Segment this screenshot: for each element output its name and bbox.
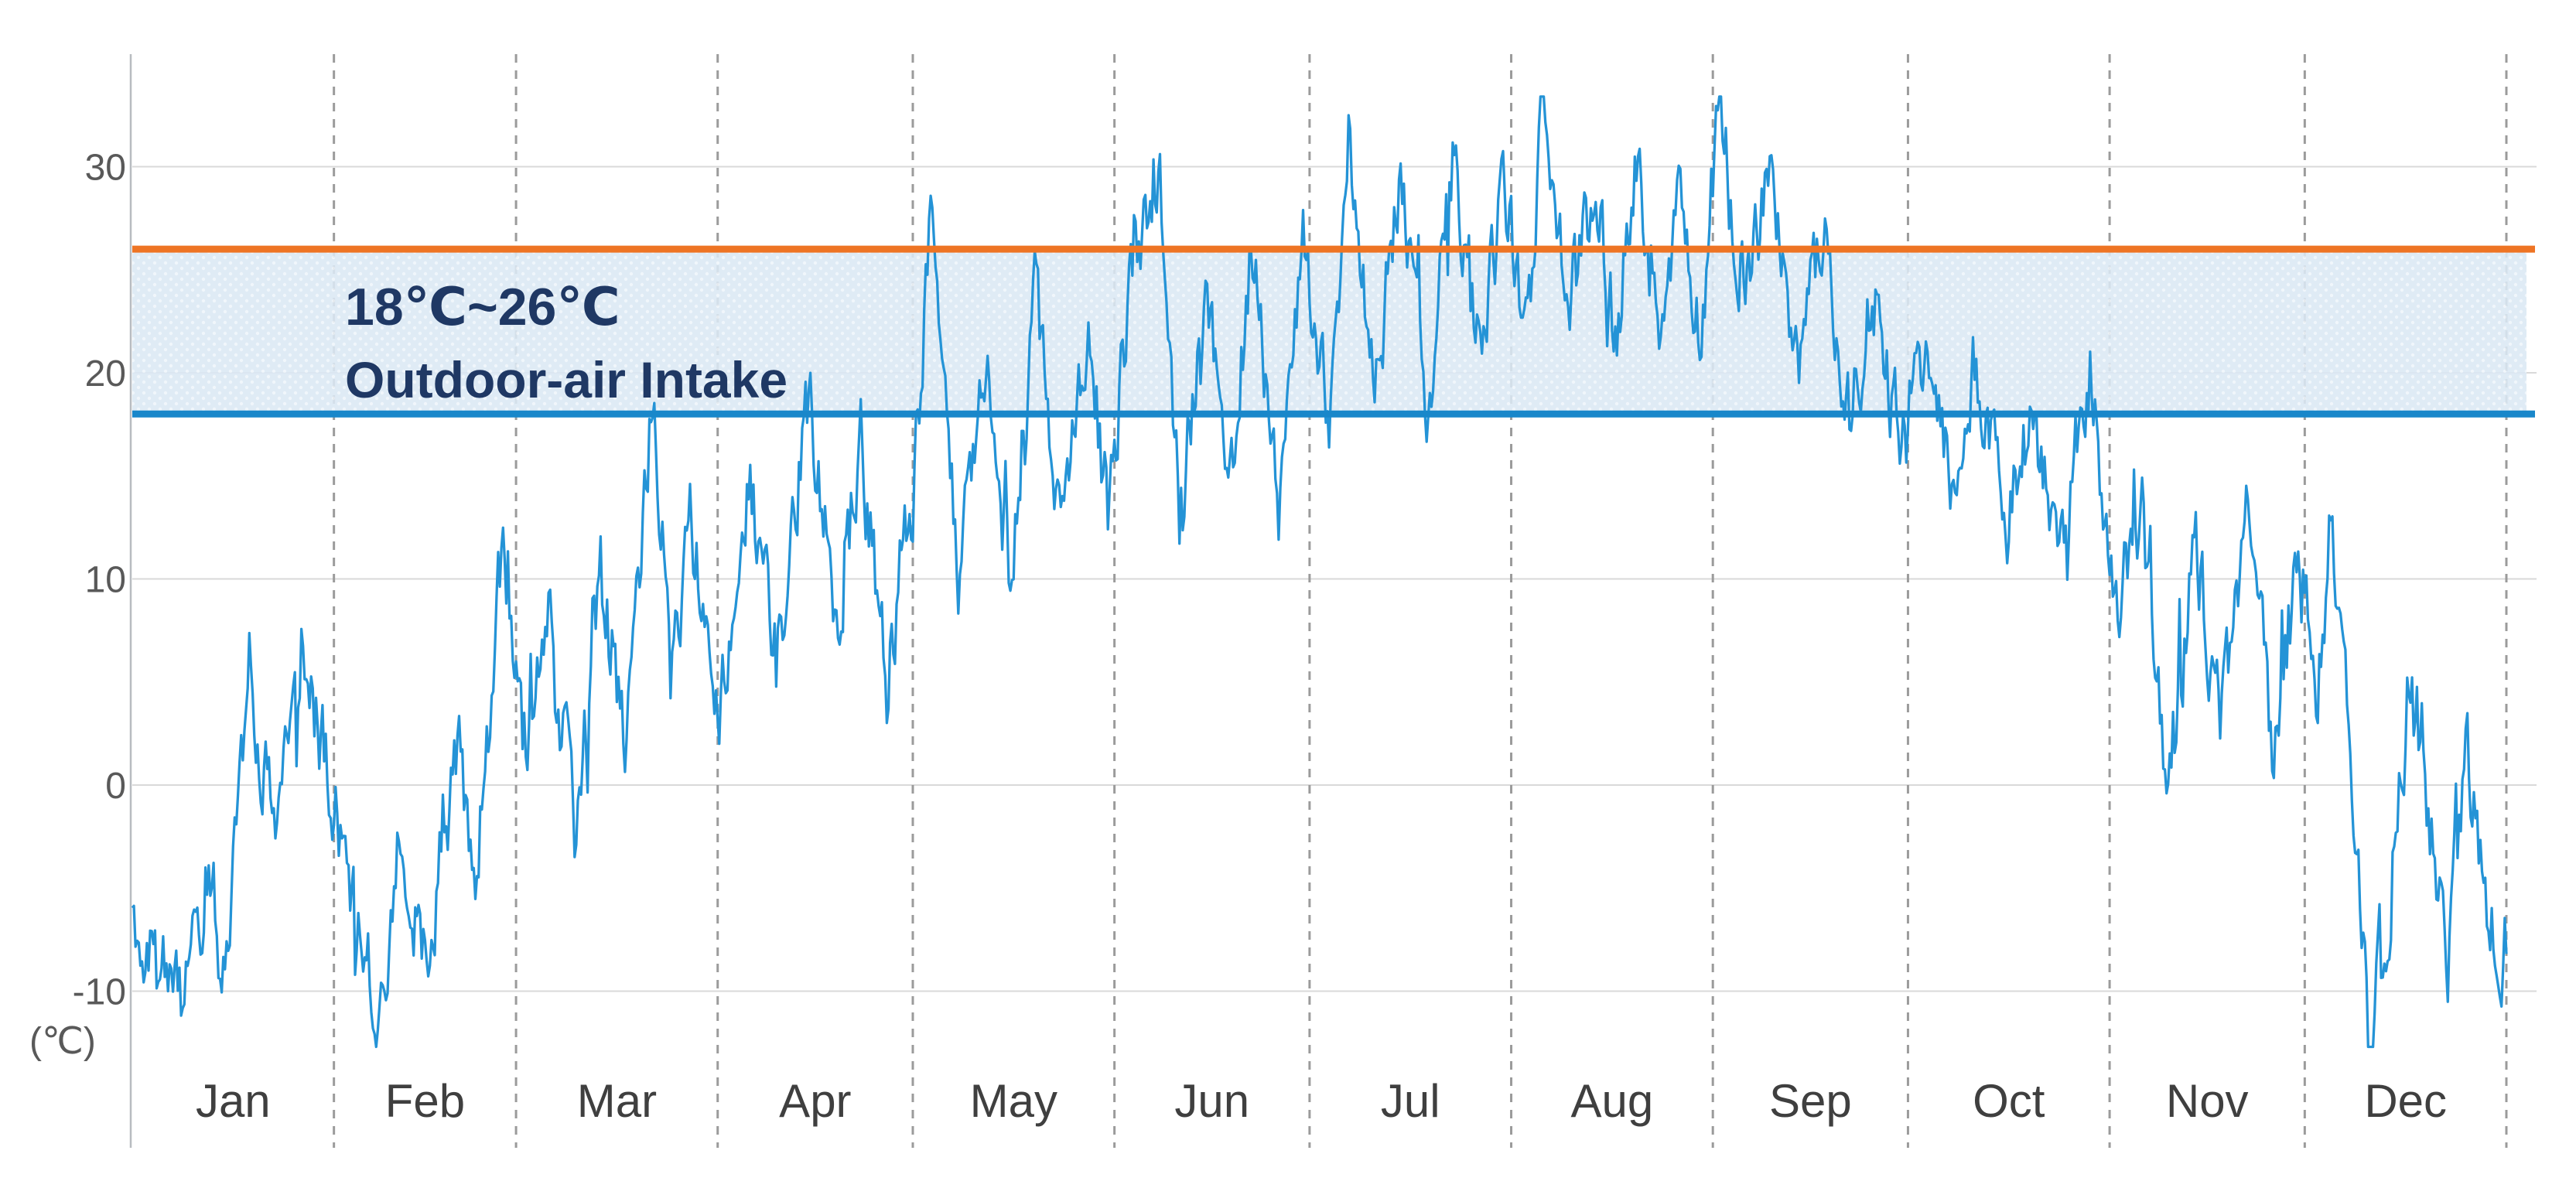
comfort-band-18-26	[132, 249, 2526, 415]
temperature-series-line	[131, 95, 2508, 1049]
month-label-aug: Aug	[1570, 1075, 1653, 1127]
month-label-feb: Feb	[385, 1075, 465, 1127]
month-label-jan: Jan	[196, 1075, 271, 1127]
y-tick-label-0: 0	[105, 766, 126, 807]
month-label-dec: Dec	[2364, 1075, 2447, 1127]
month-label-mar: Mar	[577, 1075, 657, 1127]
month-label-may: May	[970, 1075, 1057, 1127]
month-label-apr: Apr	[779, 1075, 851, 1127]
y-tick-label-30: 30	[85, 148, 126, 189]
band-range-label: 18℃~26℃	[345, 278, 620, 336]
month-label-sep: Sep	[1769, 1075, 1852, 1127]
y-axis-unit-label: (℃)	[29, 1021, 96, 1062]
month-label-jun: Jun	[1174, 1075, 1249, 1127]
y-axis-tick-labels: 30 20 10 0 -10	[73, 148, 126, 1013]
y-tick-label--10: -10	[73, 972, 126, 1013]
band-title-label: Outdoor-air Intake	[345, 351, 787, 408]
month-label-nov: Nov	[2166, 1075, 2249, 1127]
month-label-jul: Jul	[1381, 1075, 1440, 1127]
y-tick-label-20: 20	[85, 353, 126, 394]
month-label-oct: Oct	[1973, 1075, 2045, 1127]
y-tick-label-10: 10	[85, 560, 126, 601]
month-labels: Jan Feb Mar Apr May Jun Jul Aug Sep Oct Nov Dec	[196, 1075, 2447, 1127]
